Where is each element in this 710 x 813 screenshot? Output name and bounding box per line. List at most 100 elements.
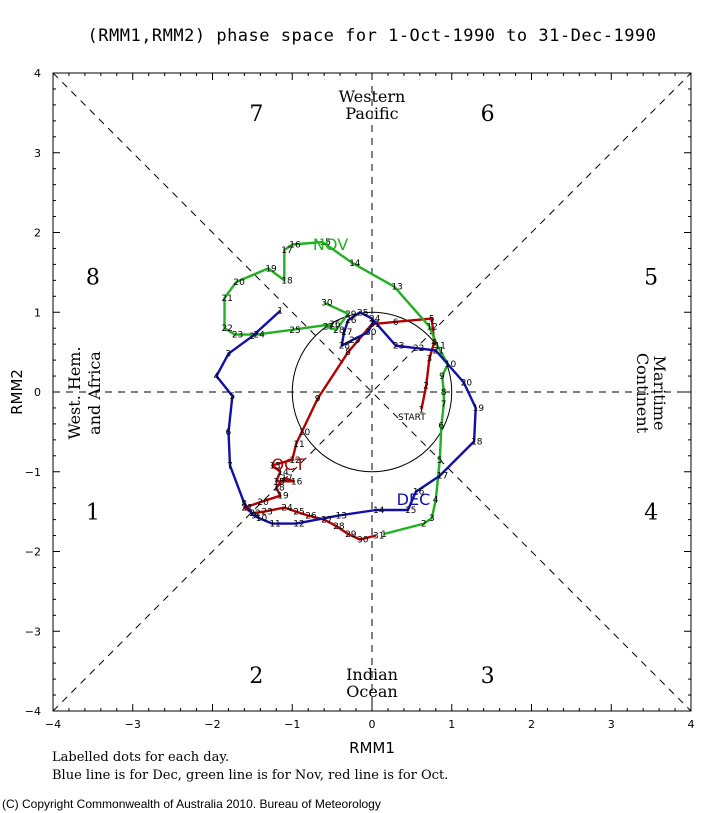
phase-label-8: 8 [86, 265, 100, 290]
x-tick-label: −3 [125, 718, 141, 731]
series-dec-day-label: 24 [369, 315, 381, 325]
series-oct-day-label: 5 [429, 315, 435, 325]
region-right-line2: Continent [633, 353, 652, 434]
series-oct-day-label: 4 [431, 339, 437, 349]
series-nov-day-label: 7 [441, 400, 447, 410]
series-oct-day-label: 23 [261, 508, 272, 518]
series-dec-day-label: 31 [369, 320, 380, 330]
series-nov-day-label: 17 [281, 246, 292, 256]
x-tick-label: −2 [204, 718, 220, 731]
x-tick-label: −1 [284, 718, 300, 731]
series-nov-day-label: 25 [289, 326, 300, 336]
phase-label-1: 1 [86, 501, 100, 526]
series-nov-line [223, 240, 449, 536]
series-nov-day-label: 12 [426, 323, 437, 333]
series-dec-day-label: 10 [256, 514, 268, 524]
series-nov-day-label: 4 [433, 496, 439, 506]
series-oct-day-label: 18 [273, 484, 285, 494]
series-oct-day-label: 10 [299, 428, 311, 438]
series-nov-day-label: 21 [221, 294, 232, 304]
phase-grid [52, 72, 692, 712]
x-tick-label: 2 [528, 718, 535, 731]
series-nov-day-label: 2 [421, 520, 427, 530]
chart-title: (RMM1,RMM2) phase space for 1-Oct-1990 t… [88, 26, 657, 46]
series-nov-day-label: 26 [329, 320, 341, 330]
series-nov-day-label: 11 [434, 342, 445, 352]
series-oct-day-label: 14 [277, 468, 289, 478]
series-dec-day-label: 22 [413, 344, 424, 354]
y-tick-label: −2 [25, 546, 41, 559]
series-nov-day-label: 13 [391, 283, 402, 293]
series-dec-day-label: 26 [345, 316, 357, 326]
series-nov-day-label: 14 [349, 259, 361, 269]
series-dec-day-label: 3 [225, 350, 231, 360]
series-nov-day-label: 23 [232, 331, 243, 341]
series-dec-day-label: 13 [336, 512, 347, 522]
series-oct-day-label: 11 [293, 440, 304, 450]
series-oct-day-label: 17 [281, 474, 292, 484]
series-nov-day-label: 5 [437, 456, 443, 466]
series-oct-day-label: 29 [345, 530, 357, 540]
series-nov-day-label: 16 [289, 240, 301, 250]
x-tick-labels: −4 −3 −2 −1 0 1 2 3 4 [45, 73, 695, 731]
series-oct-day-label: 8 [345, 348, 351, 358]
phase-label-5: 5 [644, 265, 658, 290]
series-oct-day-label: 13 [269, 461, 280, 471]
series-nov-day-label: 3 [429, 514, 435, 524]
series-dec-day-label: 20 [461, 378, 473, 388]
series-dec-day-label: 16 [413, 488, 425, 498]
series-oct-day-label: 2 [423, 382, 429, 392]
series-dec-day-label: 21 [433, 347, 444, 357]
series-oct-day-label: 12 [289, 456, 300, 466]
phase-label-2: 2 [249, 664, 263, 689]
series-oct-day-label: 9 [315, 394, 321, 404]
series-dec-day-label: 4 [213, 372, 219, 382]
region-bottom-line2: Ocean [346, 682, 397, 701]
series-oct-day-label: 31 [373, 532, 384, 542]
start-label: START [398, 413, 426, 423]
y-tick-label: −1 [25, 466, 41, 479]
series-nov-day-label: 22 [221, 324, 232, 334]
series-dec-day-label: 1 [277, 307, 283, 317]
y-tick-label: 3 [34, 147, 41, 160]
series-nov-day-label: 28 [333, 326, 345, 336]
x-tick-label: 0 [369, 718, 376, 731]
series-oct-line [243, 317, 436, 541]
copyright-notice: (C) Copyright Commonwealth of Australia … [2, 797, 381, 811]
series-nov-day-label: 24 [253, 331, 265, 341]
series-nov-day-label: 6 [438, 421, 444, 431]
series-nov-day-label: 15 [320, 238, 331, 248]
series-dec-line [215, 309, 477, 525]
series-dec-day-label: 11 [269, 520, 280, 530]
series-dec-day-label: 25 [357, 308, 368, 318]
series-oct-day-label: 20 [257, 498, 269, 508]
region-labels: Western Pacific Indian Ocean West. Hem. … [65, 87, 669, 701]
series-nov-day-label: 27 [323, 323, 334, 333]
series-oct-day-label: 27 [321, 516, 332, 526]
phase-label-7: 7 [249, 102, 263, 127]
series-nov-day-label: 19 [265, 264, 277, 274]
series-oct-day-label: 30 [357, 536, 369, 546]
note-line-2: Blue line is for Dec, green line is for … [52, 768, 448, 783]
series-nov-day-label: 8 [441, 388, 447, 398]
region-right-line1: Maritime [650, 356, 669, 431]
series-oct-day-label: 28 [333, 522, 345, 532]
series-dec-day-label: 15 [405, 506, 416, 516]
region-top-line2: Pacific [345, 104, 398, 123]
region-left-line2: and Africa [85, 351, 104, 435]
y-tick-label: 2 [34, 227, 41, 240]
series-nov-day-label: 20 [233, 278, 245, 288]
y-tick-label: 0 [34, 386, 41, 399]
series-nov-month-label: NOV [313, 235, 348, 254]
series-dec-day-label: 7 [227, 461, 233, 471]
series-oct-day-label: 24 [281, 504, 293, 514]
series-dec-day-label: 6 [225, 428, 231, 438]
series-oct-day-label: 19 [277, 492, 289, 502]
series-oct-month-label: OCT [271, 455, 305, 474]
series-nov-day-label: 9 [439, 372, 445, 382]
unit-amplitude-circle [291, 311, 453, 473]
series-dec-day-label: 18 [471, 437, 483, 447]
phase-label-3: 3 [481, 664, 495, 689]
